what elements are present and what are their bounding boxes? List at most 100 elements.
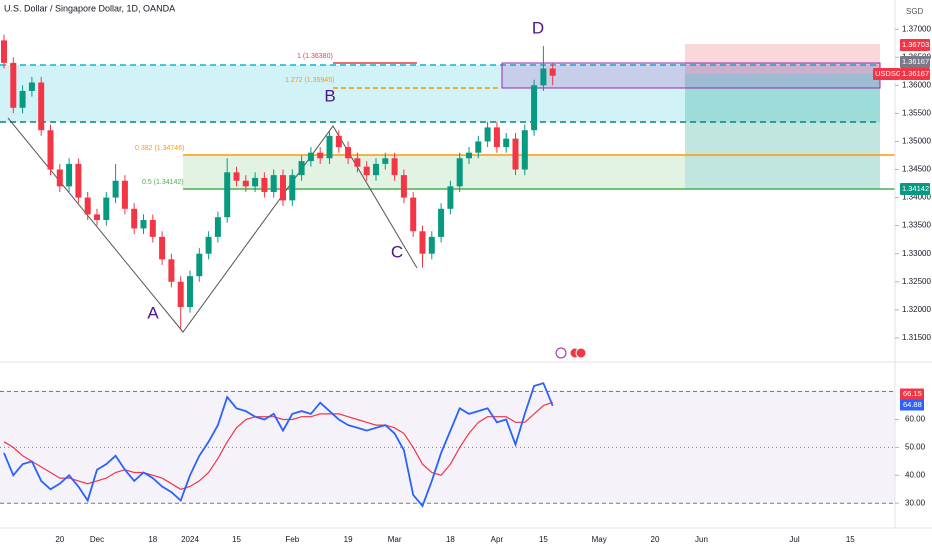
y-tick-label: 50.00 <box>905 443 926 452</box>
pattern-line <box>7 117 418 333</box>
candle-body <box>531 85 538 131</box>
x-tick-label: Dec <box>90 535 104 544</box>
chart-title: U.S. Dollar / Singapore Dollar, 1D, OAND… <box>4 3 175 13</box>
x-tick-label: 20 <box>651 535 660 544</box>
value-tag-label: 64.88 <box>903 400 922 409</box>
candle-body <box>289 175 296 201</box>
x-tick-label: May <box>592 535 607 544</box>
candle-body <box>112 180 119 198</box>
price-tag <box>900 68 930 80</box>
fib-label: 0.5 (1.34142) <box>142 179 184 186</box>
y-tick-label: 1.33500 <box>902 221 931 230</box>
candle-body <box>140 220 147 229</box>
value-tag <box>900 399 924 411</box>
price-tag <box>873 68 900 80</box>
candle-body <box>103 197 110 221</box>
y-tick-label: 60.00 <box>905 415 926 424</box>
candle-body <box>233 172 240 181</box>
price-tag-label: 1.36167 <box>902 57 929 66</box>
x-tick-label: 20 <box>55 535 64 544</box>
candle-body <box>242 180 249 187</box>
event-icon[interactable] <box>555 347 567 359</box>
y-tick-label: 1.35500 <box>902 108 931 117</box>
candle-body <box>121 180 128 209</box>
reward-zone <box>685 74 880 189</box>
fib-label: 1.272 (1.35945) <box>285 77 334 84</box>
candle-body <box>410 197 417 232</box>
value-tag-label: 66.15 <box>903 389 922 398</box>
y-tick-label: 1.32500 <box>902 277 931 286</box>
candle-body <box>307 152 314 162</box>
candle-body <box>28 82 35 91</box>
candle-body <box>549 68 556 76</box>
candle-body <box>131 208 138 229</box>
candle-body <box>400 175 407 198</box>
candle-body <box>177 281 184 308</box>
pattern-label: C <box>391 242 403 261</box>
risk-zone <box>685 44 880 74</box>
candle-body <box>317 152 324 159</box>
price-tag-label: 1.34142 <box>902 184 929 193</box>
candle-body <box>261 177 268 192</box>
candle-body <box>214 217 221 237</box>
candle-body <box>466 152 472 159</box>
fib-label: 1 (1.36380) <box>297 53 333 60</box>
rsi-line <box>3 382 554 508</box>
x-tick-label: 18 <box>446 535 455 544</box>
pattern-label: B <box>324 86 335 105</box>
candle-body <box>38 82 45 131</box>
candle-body <box>47 130 54 170</box>
price-tag-label: USDSGD <box>875 69 908 78</box>
candle-body <box>391 158 398 176</box>
candle-body <box>187 276 193 308</box>
x-tick-label: 18 <box>148 535 157 544</box>
candle-body <box>196 253 203 277</box>
x-tick-label: Jun <box>695 535 708 544</box>
candle-body <box>56 169 63 187</box>
x-tick-label: Mar <box>388 535 402 544</box>
fib-label: 0.382 (1.34746) <box>135 145 184 152</box>
candle-body <box>205 236 212 254</box>
candle-body <box>326 135 333 159</box>
candle-body <box>503 138 510 148</box>
y-tick-label: 40.00 <box>905 470 926 479</box>
y-tick-label: 30.00 <box>905 498 926 507</box>
pattern-label: D <box>532 18 544 37</box>
pattern-label: A <box>147 303 159 322</box>
candle-body <box>168 259 175 282</box>
y-tick-label: 1.35000 <box>902 137 931 146</box>
candle-body <box>354 158 361 167</box>
candle-body <box>66 163 73 187</box>
candle-body <box>252 177 259 187</box>
candle-body <box>1 40 7 63</box>
y-tick-label: 1.34000 <box>902 193 931 202</box>
candle-body <box>149 220 156 237</box>
x-tick-label: 15 <box>232 535 241 544</box>
candle-body <box>345 147 352 159</box>
y-tick-label: 1.37000 <box>902 24 931 33</box>
candle-body <box>428 236 435 254</box>
candle-body <box>447 186 454 209</box>
x-tick-label: 15 <box>539 535 548 544</box>
y-tick-label: 1.33000 <box>902 249 931 258</box>
candle-body <box>484 127 491 142</box>
candle-body <box>280 175 286 201</box>
y-tick-label: 1.36000 <box>902 80 931 89</box>
event-icon[interactable] <box>575 347 587 359</box>
x-tick-label: 2024 <box>181 535 199 544</box>
fib-fill <box>183 155 685 189</box>
candle-body <box>373 163 379 176</box>
candle-body <box>382 158 389 164</box>
price-tag <box>900 39 930 51</box>
candle-body <box>419 231 426 254</box>
value-tag <box>900 388 924 400</box>
rsi-line <box>3 401 553 490</box>
price-tag-label: 1.36703 <box>902 40 929 49</box>
candle-body <box>493 127 500 148</box>
candle-body <box>540 68 547 86</box>
prz-box <box>501 62 881 89</box>
x-tick-label: Jul <box>789 535 799 544</box>
zone-fill <box>0 65 880 122</box>
rsi-band <box>0 390 895 504</box>
